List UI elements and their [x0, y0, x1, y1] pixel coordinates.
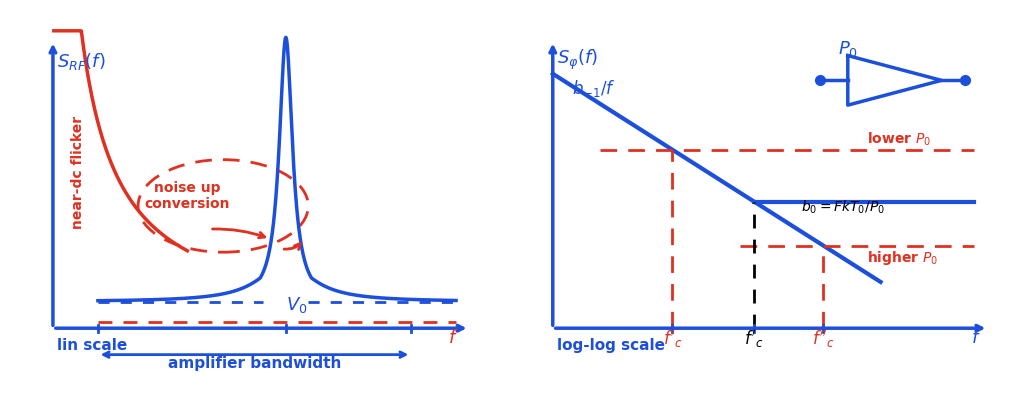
Text: $f'_c$: $f'_c$: [663, 328, 682, 350]
Text: higher $P_0$: higher $P_0$: [866, 249, 938, 267]
Text: $f''_c$: $f''_c$: [812, 328, 835, 350]
Text: noise up
conversion: noise up conversion: [145, 181, 230, 211]
Text: lin scale: lin scale: [57, 338, 127, 353]
Text: $V_0$: $V_0$: [286, 295, 307, 315]
Text: $b_0 = FkT_0/P_0$: $b_0 = FkT_0/P_0$: [801, 199, 885, 216]
Text: $b_{-1}/f$: $b_{-1}/f$: [571, 77, 615, 99]
Text: $S_\varphi(f)$: $S_\varphi(f)$: [558, 47, 599, 71]
Text: $f$: $f$: [970, 329, 981, 347]
Text: amplifier bandwidth: amplifier bandwidth: [168, 356, 341, 371]
Text: log-log scale: log-log scale: [558, 338, 666, 353]
Text: $S_{RF}(f)$: $S_{RF}(f)$: [57, 51, 106, 72]
Text: lower $P_0$: lower $P_0$: [866, 130, 930, 147]
Text: $f'_c$: $f'_c$: [744, 328, 764, 350]
Text: $P_0$: $P_0$: [838, 39, 858, 59]
Text: near-dc flicker: near-dc flicker: [70, 116, 84, 229]
Text: $f$: $f$: [448, 329, 458, 347]
